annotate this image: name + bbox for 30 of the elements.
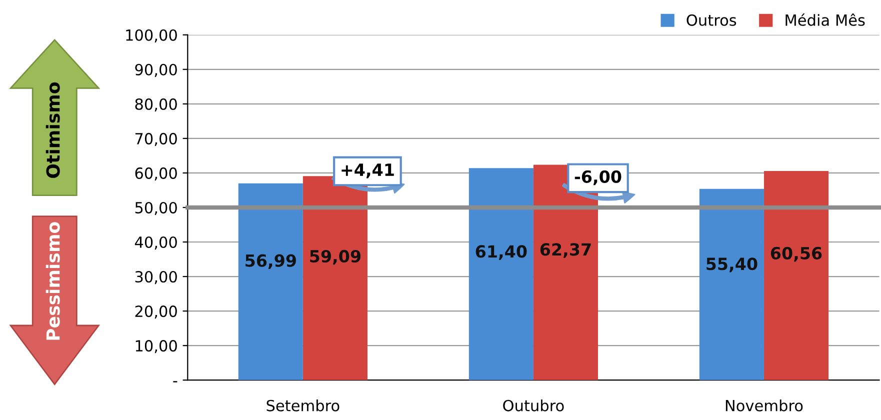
annotation: -6,00 [574, 170, 622, 186]
y-tick-label: 70,00 [135, 132, 177, 146]
y-tick-label: - [173, 381, 178, 382]
y-tick-label: 60,00 [135, 167, 177, 181]
bar [764, 171, 829, 380]
y-tick-label: 30,00 [135, 270, 177, 284]
x-tick-label: Outubro [503, 400, 564, 412]
y-tick-label: 100,00 [126, 29, 177, 42]
x-tick-label: Novembro [726, 400, 803, 412]
data-label: 59,09 [310, 250, 360, 265]
bar [468, 168, 534, 380]
data-label: 55,40 [706, 258, 758, 272]
y-tick-label: 40,00 [134, 236, 177, 250]
y-tick-label: 20,00 [135, 306, 177, 319]
data-label: 61,40 [476, 245, 527, 260]
data-label: 56,99 [246, 254, 296, 270]
text: Pessimismo [46, 222, 60, 340]
legend-label: Média Mês [786, 13, 865, 26]
y-tick-label: 80,00 [135, 98, 177, 112]
bar [238, 183, 303, 380]
data-label: 62,37 [540, 243, 591, 258]
y-tick-label: 90,00 [135, 64, 177, 77]
text: Otimismo [46, 82, 60, 178]
y-tick-label: 10,00 [136, 340, 177, 354]
annotation: +4,41 [342, 164, 394, 178]
legend-label: Outros [686, 14, 736, 26]
bar [699, 188, 764, 380]
y-tick-label: 50,00 [135, 202, 177, 216]
data-label: 60,56 [770, 246, 822, 262]
x-tick-label: Setembro [266, 400, 340, 412]
